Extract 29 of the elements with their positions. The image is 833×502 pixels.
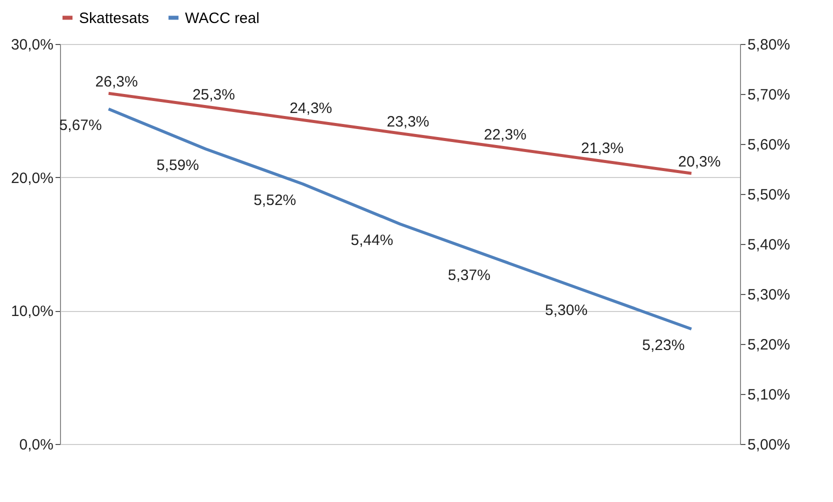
y2-tick-label: 5,30% <box>748 286 790 304</box>
data-label: 24,3% <box>290 100 332 117</box>
y-tick-label: 0,0% <box>19 436 54 454</box>
legend-label: WACC real <box>185 10 260 27</box>
data-label: 22,3% <box>484 126 526 144</box>
y2-tick-label: 5,20% <box>748 336 790 354</box>
data-label: 21,3% <box>581 140 624 157</box>
y2-tick-label: 5,00% <box>748 436 790 454</box>
data-label: 5,59% <box>156 157 199 174</box>
y2-tick-label: 5,80% <box>748 36 790 54</box>
y2-tick-label: 5,60% <box>748 136 790 154</box>
legend-label: Skattesats <box>79 10 150 27</box>
data-label: 5,30% <box>545 302 588 319</box>
y2-tick-label: 5,40% <box>748 236 790 254</box>
y-tick-label: 20,0% <box>10 170 54 187</box>
data-label: 23,3% <box>386 113 430 130</box>
data-label: 5,23% <box>642 337 685 354</box>
data-label: 25,3% <box>192 86 235 104</box>
data-label: 5,44% <box>350 232 394 249</box>
data-label: 5,67% <box>59 117 102 134</box>
data-label: 20,3% <box>678 153 721 170</box>
y-tick-label: 10,0% <box>10 303 54 320</box>
y2-tick-label: 5,70% <box>748 86 790 104</box>
data-label: 26,3% <box>95 73 138 90</box>
y2-tick-label: 5,10% <box>748 386 790 404</box>
data-label: 5,37% <box>448 267 490 284</box>
y2-tick-label: 5,50% <box>748 186 790 204</box>
y-tick-label: 30,0% <box>10 36 54 54</box>
data-label: 5,52% <box>254 192 296 209</box>
